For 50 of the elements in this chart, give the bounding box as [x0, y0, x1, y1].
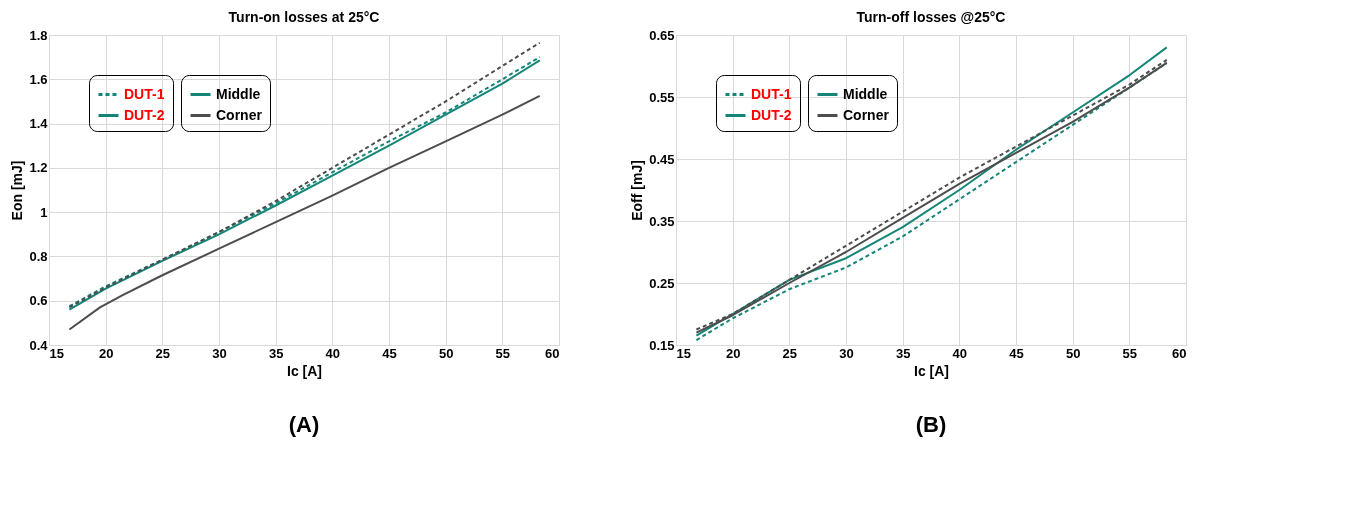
y-tick-label: 0.8: [29, 248, 48, 264]
x-tick-label: 55: [1122, 345, 1138, 361]
x-tick-label: 40: [325, 345, 341, 361]
y-tick-label: 0.15: [649, 337, 675, 353]
y-axis-title: Eoff [mJ]: [629, 160, 646, 221]
x-tick-label: 20: [98, 345, 114, 361]
y-tick-label: 1.2: [29, 160, 48, 176]
annotation: DUT-1: [751, 85, 792, 102]
legend-label: Corner: [843, 106, 890, 123]
y-tick-label: 0.6: [29, 293, 48, 309]
x-tick-label: 30: [212, 345, 227, 361]
x-tick-label: 45: [1009, 345, 1024, 361]
y-tick-label: 0.25: [649, 275, 675, 291]
x-tick-label: 40: [952, 345, 968, 361]
text: (B): [915, 412, 947, 437]
x-tick-label: 35: [895, 345, 911, 361]
x-tick-label: 20: [725, 345, 741, 361]
legend-label: Middle: [216, 85, 261, 102]
y-tick-label: 1: [40, 204, 48, 220]
legend-label: Corner: [216, 106, 263, 123]
x-tick-label: 60: [1172, 345, 1187, 361]
annotation: DUT-1: [124, 85, 165, 102]
y-tick-label: 1.6: [29, 71, 48, 87]
x-tick-label: 55: [495, 345, 511, 361]
y-tick-label: 1.4: [29, 116, 49, 132]
x-tick-label: 50: [438, 345, 454, 361]
x-tick-label: 15: [676, 345, 691, 361]
y-tick-label: 1.8: [29, 27, 48, 43]
chart-title: Turn-on losses at 25°C: [228, 9, 380, 25]
x-axis-title: Ic [A]: [914, 362, 949, 379]
text: (A): [288, 412, 320, 437]
x-tick-label: 25: [155, 345, 171, 361]
x-tick-label: 30: [839, 345, 854, 361]
x-tick-label: 25: [782, 345, 798, 361]
y-tick-label: 0.4: [29, 337, 49, 353]
x-tick-label: 35: [268, 345, 284, 361]
x-tick-label: 45: [382, 345, 397, 361]
y-axis-title: Eon [mJ]: [9, 160, 26, 221]
y-tick-label: 0.45: [649, 151, 675, 167]
y-tick-label: 0.35: [649, 213, 675, 229]
x-tick-label: 60: [545, 345, 560, 361]
legend-label: Middle: [843, 85, 888, 102]
y-tick-label: 0.55: [649, 89, 675, 105]
x-tick-label: 50: [1065, 345, 1081, 361]
x-tick-label: 15: [49, 345, 64, 361]
chart-title: Turn-off losses @25°C: [856, 9, 1006, 25]
annotation: DUT-2: [751, 106, 792, 123]
y-tick-label: 0.65: [649, 27, 675, 43]
annotation: DUT-2: [124, 106, 165, 123]
x-axis-title: Ic [A]: [287, 362, 322, 379]
